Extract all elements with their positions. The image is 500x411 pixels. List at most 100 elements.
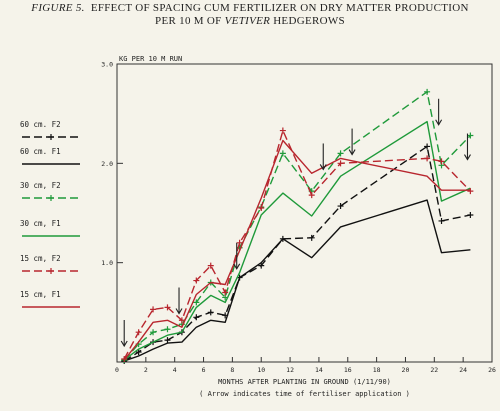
x-tick-label: 0 — [115, 366, 119, 374]
series-line — [123, 139, 471, 361]
y-axis-label: KG PER 10 M RUN — [119, 55, 182, 63]
x-tick-label: 14 — [315, 366, 323, 374]
figure-title-text: EFFECT OF SPACING CUM FERTILIZER ON DRY … — [90, 2, 469, 14]
fertiliser-arrow — [120, 320, 128, 348]
series-point — [258, 262, 265, 269]
figure-title-line2: PER 10 M OF VETIVER HEDGEROWS — [0, 15, 500, 27]
series-group — [123, 120, 471, 361]
series-point — [135, 349, 142, 356]
series-point — [222, 289, 229, 296]
arrow-head — [319, 164, 327, 171]
legend-label: 30 cm, F2 — [20, 181, 61, 190]
x-tick-label: 4 — [173, 366, 177, 374]
legend-label: 60 cm. F2 — [20, 120, 61, 129]
x-tick-label: 8 — [230, 366, 234, 374]
x-tick-label: 18 — [373, 366, 381, 374]
series-point — [164, 337, 171, 344]
fertiliser-arrow — [464, 133, 471, 161]
x-tick-label: 20 — [402, 366, 410, 374]
series-point — [258, 205, 265, 212]
arrow-head — [348, 149, 356, 156]
series-point — [164, 304, 171, 311]
series-line — [123, 199, 471, 362]
legend-item: 60 cm. F2 — [20, 120, 80, 140]
series-point — [193, 299, 200, 306]
figure-title-pre: PER 10 M OF — [155, 15, 225, 27]
series-point — [424, 155, 431, 162]
legend-item: 15 cm, F1 — [20, 290, 80, 308]
arrow-head — [233, 263, 241, 270]
y-tick-label: 1.0 — [101, 259, 113, 267]
fertiliser-arrow — [175, 287, 183, 315]
arrow-head — [464, 154, 471, 161]
series-point — [308, 192, 315, 199]
legend-label: 15 cm, F1 — [20, 290, 61, 299]
series-line — [123, 145, 471, 362]
legend-item: 15 cm, F2 — [20, 254, 80, 274]
figure-number: FIGURE 5. — [31, 2, 85, 14]
figure-title-line1: FIGURE 5. EFFECT OF SPACING CUM FERTILIZ… — [0, 2, 500, 14]
series-point — [207, 262, 214, 269]
legend-marker — [48, 268, 54, 274]
fertiliser-arrow — [319, 143, 327, 171]
series-point — [438, 217, 445, 224]
legend-marker — [48, 134, 54, 140]
series-group — [121, 143, 474, 365]
y-tick-label: 3.0 — [101, 61, 113, 69]
x-tick-label: 24 — [459, 366, 467, 374]
series-point — [337, 160, 344, 167]
series-point — [150, 306, 157, 313]
series-point — [467, 132, 474, 139]
arrow-head — [435, 119, 443, 126]
x-tick-label: 6 — [202, 366, 206, 374]
fertiliser-arrow — [348, 128, 356, 156]
series-point — [467, 188, 474, 195]
series-point — [279, 127, 286, 134]
x-axis-label: MONTHS AFTER PLANTING IN GROUND (1/11/90… — [218, 378, 391, 386]
series-group — [123, 139, 471, 361]
legend-item: 60 cm. F1 — [20, 147, 80, 165]
series-point — [424, 88, 431, 95]
legend-label: 15 cm, F2 — [20, 254, 61, 263]
fertiliser-arrow — [233, 242, 241, 270]
legend-label: 30 cm, F1 — [20, 219, 61, 228]
legend-marker — [48, 195, 54, 201]
legend-label: 60 cm. F1 — [20, 147, 61, 156]
fertiliser-arrow — [435, 98, 443, 126]
series-point — [135, 329, 142, 336]
series-group — [123, 199, 471, 362]
series-point — [193, 314, 200, 321]
series-point — [178, 317, 185, 324]
x-tick-label: 16 — [344, 366, 352, 374]
series-point — [337, 150, 344, 157]
fertiliser-note: ( Arrow indicates time of fertiliser app… — [199, 390, 410, 398]
series-line — [123, 91, 471, 361]
x-tick-label: 22 — [430, 366, 438, 374]
series-point — [193, 277, 200, 284]
series-point — [308, 234, 315, 241]
series-point — [337, 203, 344, 210]
series-point — [424, 143, 431, 150]
series-point — [279, 150, 286, 157]
series-point — [164, 326, 171, 333]
series-point — [207, 309, 214, 316]
y-tick-label: 2.0 — [101, 160, 113, 168]
plot-frame — [116, 63, 493, 363]
series-line — [123, 120, 471, 361]
figure-title-italic: VETIVER — [224, 15, 271, 27]
series-point — [467, 211, 474, 218]
arrow-head — [120, 340, 128, 348]
series-point — [150, 329, 157, 336]
figure-title-post: HEDGEROWS — [270, 15, 345, 27]
series-group — [121, 88, 474, 364]
x-tick-label: 10 — [257, 366, 265, 374]
x-tick-label: 12 — [286, 366, 294, 374]
legend-item: 30 cm, F2 — [20, 181, 80, 201]
legend-item: 30 cm, F1 — [20, 219, 80, 237]
series-point — [438, 158, 445, 165]
x-tick-label: 2 — [144, 366, 148, 374]
x-tick-label: 26 — [488, 366, 496, 374]
series-point — [236, 239, 243, 246]
arrow-head — [175, 308, 183, 315]
